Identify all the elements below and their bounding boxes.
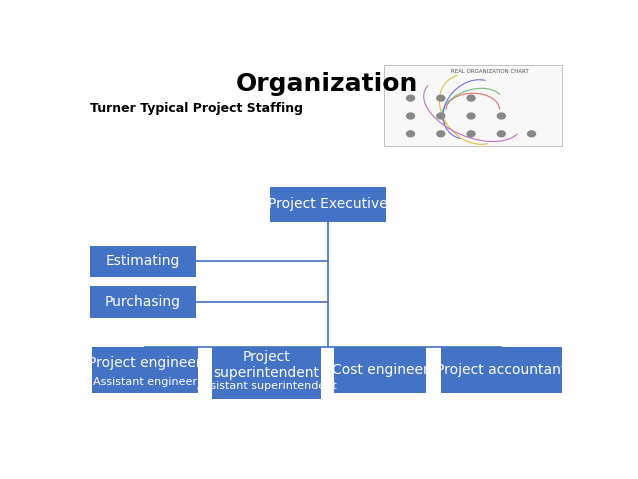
Text: Purchasing: Purchasing [105, 295, 181, 309]
Text: Assistant engineer: Assistant engineer [93, 376, 197, 387]
Circle shape [498, 113, 505, 119]
FancyBboxPatch shape [89, 246, 196, 277]
Text: Cost engineer: Cost engineer [332, 363, 429, 377]
FancyBboxPatch shape [92, 347, 198, 393]
Text: Estimating: Estimating [106, 254, 180, 268]
Text: Organization: Organization [236, 72, 418, 96]
FancyBboxPatch shape [89, 286, 196, 318]
Circle shape [406, 113, 415, 119]
FancyBboxPatch shape [441, 347, 562, 393]
Circle shape [437, 95, 445, 101]
Circle shape [498, 131, 505, 137]
Text: Project engineer: Project engineer [89, 356, 202, 370]
Text: Project Executive: Project Executive [269, 197, 388, 211]
Text: Project accountant: Project accountant [436, 363, 567, 377]
Circle shape [467, 95, 475, 101]
Circle shape [467, 113, 475, 119]
Circle shape [437, 113, 445, 119]
Text: Assistant superintendent: Assistant superintendent [197, 381, 336, 391]
Circle shape [437, 131, 445, 137]
FancyBboxPatch shape [384, 65, 562, 146]
Text: Turner Typical Project Staffing: Turner Typical Project Staffing [89, 102, 302, 115]
Text: REAL ORGANIZATION CHART: REAL ORGANIZATION CHART [452, 69, 530, 74]
FancyBboxPatch shape [212, 347, 321, 399]
Circle shape [467, 131, 475, 137]
FancyBboxPatch shape [334, 347, 426, 393]
Circle shape [528, 131, 535, 137]
Circle shape [406, 131, 415, 137]
Text: Project
superintendent: Project superintendent [214, 350, 320, 380]
Circle shape [406, 95, 415, 101]
FancyBboxPatch shape [270, 187, 387, 222]
